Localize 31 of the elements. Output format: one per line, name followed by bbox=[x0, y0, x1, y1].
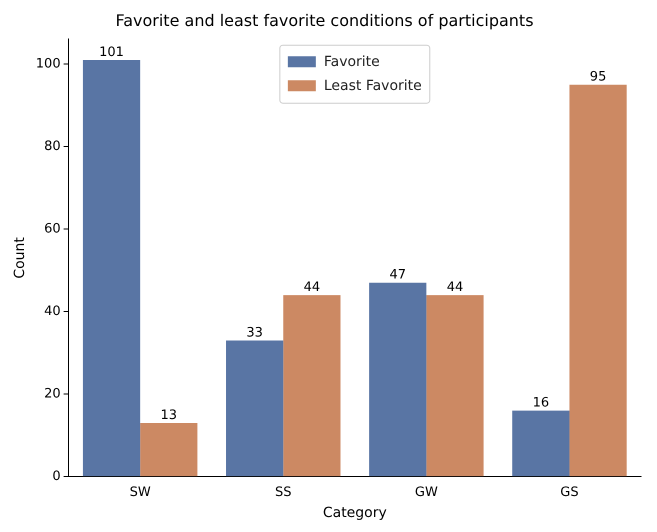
data-label: 47 bbox=[389, 268, 406, 283]
data-label: 101 bbox=[99, 44, 124, 60]
bar bbox=[82, 60, 140, 476]
bar bbox=[426, 295, 484, 476]
data-label: 44 bbox=[446, 280, 464, 295]
data-label: 95 bbox=[590, 70, 606, 85]
y-tick-label: 80 bbox=[44, 139, 61, 154]
y-tick-label: 20 bbox=[44, 386, 61, 402]
data-label: 44 bbox=[304, 280, 320, 295]
bar bbox=[226, 340, 284, 476]
y-tick-label: 100 bbox=[36, 56, 61, 72]
data-label: 33 bbox=[246, 325, 263, 340]
y-tick-label: 40 bbox=[44, 304, 61, 319]
bar bbox=[283, 295, 340, 476]
x-tick-label: SS bbox=[275, 484, 292, 500]
bar bbox=[512, 410, 570, 476]
x-tick-label: GW bbox=[414, 484, 438, 500]
chart-title: Favorite and least favorite conditions of participants bbox=[115, 10, 534, 30]
bar bbox=[140, 422, 198, 476]
y-tick-label: 0 bbox=[52, 468, 61, 484]
x-tick-label: SW bbox=[130, 484, 151, 500]
data-label: 13 bbox=[160, 408, 178, 423]
bar bbox=[569, 84, 627, 476]
data-label: 16 bbox=[532, 395, 550, 410]
x-tick-label: GS bbox=[560, 484, 579, 500]
legend-label: Favorite bbox=[324, 54, 380, 70]
legend-label: Least Favorite bbox=[324, 78, 422, 94]
y-tick-label: 60 bbox=[44, 222, 61, 237]
y-axis-title: Count bbox=[12, 236, 28, 279]
x-axis-title: Category bbox=[322, 505, 387, 522]
bar bbox=[369, 282, 426, 476]
